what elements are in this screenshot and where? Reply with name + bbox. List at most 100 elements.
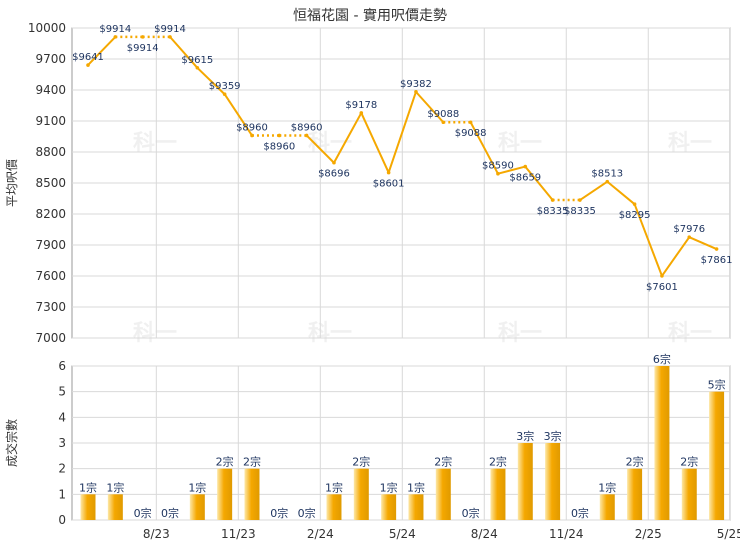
price-point-label: $8590 [482,161,514,172]
price-line-segment [606,180,636,205]
volume-bar [80,494,96,520]
price-point [113,35,118,39]
price-point [441,120,446,125]
volume-bar [681,468,697,520]
volume-bar-label: 2宗 [243,455,261,469]
price-point-label: $7861 [701,255,733,266]
volume-y-axis-title: 成交宗數 [4,419,19,467]
watermark-text: 科一 [308,321,352,346]
x-tick-label: 11/24 [549,527,584,541]
price-point-label: $8513 [591,169,623,180]
volume-bar [217,468,233,520]
x-tick-label: 5/25 [717,527,740,541]
grid-layer [71,27,731,521]
volume-y-tick-label: 6 [58,359,66,373]
volume-bar-label: 1宗 [79,480,97,494]
price-point [523,164,528,169]
watermark-text: 科一 [498,321,542,346]
price-y-tick-label: 8800 [35,145,66,159]
x-tick-label: 8/23 [143,527,170,541]
price-point-label: $9914 [154,24,186,35]
price-y-tick-label: 7600 [35,269,66,283]
volume-bar [408,494,424,520]
volume-bar [654,366,670,520]
price-line-segment [360,112,390,173]
x-tick-label: 8/24 [471,527,498,541]
line-layer [86,35,719,278]
price-line-segment [633,203,663,277]
price-point-label: $9382 [400,79,432,90]
price-y-tick-label: 10000 [28,21,66,35]
price-point [277,133,282,138]
volume-bar-label: 2宗 [626,455,644,469]
volume-y-tick-label: 0 [58,513,66,527]
volume-y-tick-label: 2 [58,462,66,476]
price-line-segment [497,165,526,175]
price-line-segment [196,67,226,95]
price-y-tick-label: 8200 [35,207,66,221]
watermark-text: 科一 [133,321,177,346]
price-point-label: $9615 [181,55,213,66]
volume-bar [381,494,397,520]
price-point-label: $8960 [263,141,295,152]
volume-bar-label: 0宗 [571,506,589,520]
price-line-segment [579,180,608,201]
price-point [359,111,364,115]
price-y-tick-label: 7300 [35,300,66,314]
price-point-label: $8659 [509,173,541,184]
price-point-label: $9178 [345,100,377,111]
text-layer: 7000 7300 7600 7900 8200 8500 8800 9100 9400 9700… [4,21,740,541]
volume-y-tick-label: 1 [58,487,66,501]
volume-bar-label: 3宗 [544,429,562,443]
volume-bar-label: 1宗 [407,480,425,494]
price-point [578,198,582,202]
bar-layer [80,366,725,520]
volume-bar-label: 1宗 [380,480,398,494]
price-line-segment [169,36,199,69]
price-point [632,202,637,206]
price-line-segment [661,236,691,277]
price-point [250,133,254,138]
price-y-tick-label: 7000 [35,331,66,345]
price-point-label: $8960 [291,122,323,133]
price-point [195,65,200,70]
volume-bar-label: 2宗 [434,455,452,469]
price-point [660,274,664,278]
price-y-axis-title: 平均呎價 [5,159,19,207]
x-tick-label: 2/25 [635,527,662,541]
price-y-tick-label: 9100 [35,114,66,128]
volume-bar [435,468,451,520]
price-y-tick-label: 9400 [35,83,66,97]
price-y-tick-label: 8500 [35,176,66,190]
price-point [222,92,227,97]
volume-bar-label: 2宗 [216,455,234,469]
price-point [468,120,473,125]
volume-bar-label: 2宗 [680,455,698,469]
price-point [687,235,692,239]
volume-bar [517,443,533,520]
price-point-label: $9359 [209,81,241,92]
volume-bar-label: 2宗 [489,455,507,469]
price-point-label: $8960 [236,122,268,133]
price-y-tick-label: 7900 [35,238,66,252]
price-point [386,170,391,175]
price-point-label: $9641 [72,52,104,63]
volume-bar-label: 0宗 [134,506,152,520]
volume-y-tick-label: 4 [58,410,66,424]
price-line-segment [469,121,499,175]
price-point-label: $8295 [619,210,651,221]
volume-bar-label: 6宗 [653,352,671,366]
price-line-segment [305,134,335,164]
price-point [414,90,418,94]
price-point [714,247,719,251]
price-point [332,160,336,165]
price-point [168,35,172,39]
price-point-label: $8335 [564,206,596,217]
price-point-label: $8696 [318,169,350,180]
volume-bar [545,443,561,520]
volume-bar-label: 1宗 [325,480,343,494]
x-tick-label: 5/24 [389,527,416,541]
price-line-segment [387,91,417,173]
price-line-segment [333,112,363,164]
